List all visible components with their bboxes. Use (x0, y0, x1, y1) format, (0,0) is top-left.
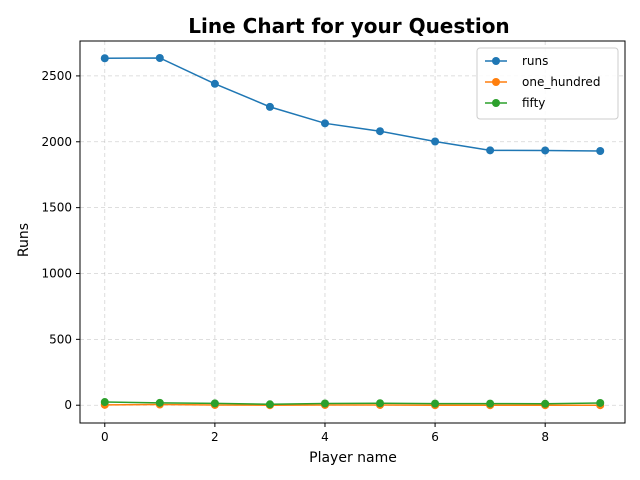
plot-frame (79, 40, 626, 424)
y-tick-label: 2500 (41, 69, 72, 83)
series-line-runs (104, 57, 601, 152)
data-point-runs (486, 146, 495, 155)
series-runs (100, 53, 605, 155)
x-tick-label: 4 (321, 430, 329, 444)
series-line-fifty (104, 401, 601, 406)
data-point-fifty (376, 399, 385, 408)
legend-label: fifty (522, 96, 545, 110)
y-tick-label: 1500 (41, 201, 72, 215)
y-tick-label: 2000 (41, 135, 72, 149)
x-tick-label: 8 (541, 430, 549, 444)
y-tick-label: 0 (64, 398, 72, 412)
data-point-runs (376, 127, 385, 136)
y-tick-label: 1000 (41, 266, 72, 280)
data-point-fifty (596, 398, 605, 407)
legend-box (476, 47, 619, 120)
data-point-runs (100, 54, 109, 63)
legend-entry-runs: runs (485, 54, 548, 68)
chart-title: Line Chart for your Question (188, 14, 509, 38)
data-point-fifty (100, 398, 109, 407)
data-point-runs (431, 137, 440, 146)
x-tick-label: 0 (101, 430, 109, 444)
legend-label: runs (522, 54, 548, 68)
x-axis-label: Player name (309, 450, 397, 466)
axis-ticks: 0 2 4 6 8 0 500 1000 1500 2000 2500 (41, 69, 549, 444)
legend-swatch-marker (492, 57, 500, 65)
data-point-runs (596, 146, 605, 155)
data-point-runs (320, 119, 329, 128)
x-tick-label: 2 (211, 430, 219, 444)
y-axis-label: Runs (16, 223, 32, 257)
y-tick-label: 500 (49, 332, 72, 346)
data-point-fifty (265, 400, 274, 409)
series-lines (100, 53, 605, 410)
series-line-one_hundred (104, 403, 601, 406)
legend-entry-fifty: fifty (485, 96, 545, 110)
data-point-fifty (431, 399, 440, 408)
data-point-fifty (210, 399, 219, 408)
data-point-fifty (486, 399, 495, 408)
x-tick-label: 6 (431, 430, 439, 444)
legend-label: one_hundred (522, 75, 600, 89)
data-point-runs (265, 102, 274, 111)
legend-swatch-marker (492, 78, 500, 86)
data-point-fifty (541, 399, 550, 408)
data-point-fifty (320, 399, 329, 408)
data-point-fifty (155, 398, 164, 407)
legend-swatch-marker (492, 99, 500, 107)
data-point-runs (541, 146, 550, 155)
legend-entry-one_hundred: one_hundred (485, 75, 600, 89)
data-point-runs (210, 79, 219, 88)
series-fifty (100, 398, 605, 409)
series-one_hundred (100, 400, 605, 410)
data-point-runs (155, 53, 164, 62)
